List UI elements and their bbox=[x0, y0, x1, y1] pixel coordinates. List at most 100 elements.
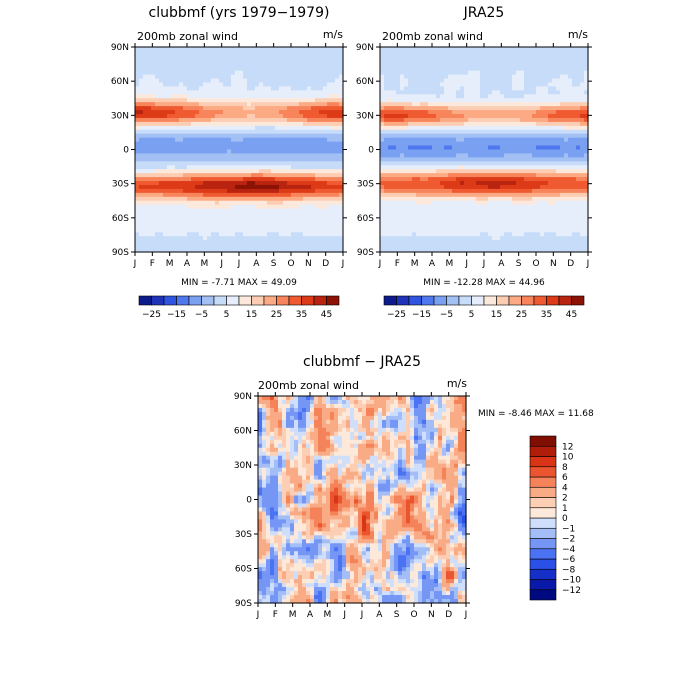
heatmap-cell bbox=[203, 236, 208, 241]
heatmap-cell bbox=[524, 110, 529, 115]
heatmap-cell bbox=[508, 114, 513, 119]
heatmap-cell bbox=[335, 125, 340, 131]
heatmap-cell bbox=[564, 66, 569, 72]
heatmap-cell bbox=[536, 181, 541, 186]
heatmap-cell bbox=[135, 129, 140, 135]
heatmap-cell bbox=[215, 90, 220, 95]
heatmap-cell bbox=[480, 110, 485, 115]
heatmap-cell bbox=[155, 102, 160, 107]
heatmap-cell bbox=[560, 169, 565, 174]
heatmap-cell bbox=[159, 208, 164, 214]
heatmap-cell bbox=[211, 181, 216, 186]
heatmap-cell bbox=[159, 125, 164, 131]
heatmap-cell bbox=[448, 173, 453, 178]
heatmap-cell bbox=[151, 216, 156, 222]
heatmap-cell bbox=[544, 58, 549, 64]
heatmap-cell bbox=[460, 169, 465, 174]
heatmap-cell bbox=[263, 47, 268, 52]
heatmap-cell bbox=[416, 66, 421, 72]
heatmap-cell bbox=[464, 157, 469, 162]
heatmap-cell bbox=[472, 165, 477, 170]
heatmap-cell bbox=[496, 114, 501, 119]
heatmap-cell bbox=[143, 50, 148, 56]
heatmap-cell bbox=[508, 121, 513, 127]
heatmap-cell bbox=[400, 212, 405, 218]
heatmap-cell bbox=[568, 181, 573, 186]
heatmap-cell bbox=[440, 110, 445, 115]
heatmap-cell bbox=[155, 224, 160, 229]
heatmap-cell bbox=[388, 94, 393, 99]
heatmap-cell bbox=[456, 133, 461, 139]
heatmap-cell bbox=[331, 90, 336, 95]
heatmap-cell bbox=[155, 184, 160, 190]
heatmap-cell bbox=[231, 145, 236, 151]
heatmap-cell bbox=[231, 244, 236, 249]
heatmap-cell bbox=[440, 165, 445, 170]
heatmap-cell bbox=[492, 129, 497, 135]
heatmap-cell bbox=[432, 58, 437, 64]
heatmap-cell bbox=[496, 98, 501, 103]
heatmap-cell bbox=[151, 102, 156, 107]
heatmap-cell bbox=[392, 54, 397, 60]
heatmap-cell bbox=[235, 157, 240, 162]
heatmap-cell bbox=[536, 78, 541, 84]
heatmap-cell bbox=[139, 86, 144, 91]
heatmap-cell bbox=[548, 204, 553, 210]
heatmap-cell bbox=[476, 106, 481, 111]
heatmap-cell bbox=[476, 94, 481, 99]
heatmap-cell bbox=[392, 161, 397, 166]
heatmap-cell bbox=[331, 149, 336, 155]
heatmap-cell bbox=[428, 129, 433, 135]
heatmap-cell bbox=[335, 192, 340, 198]
heatmap-cell bbox=[568, 58, 573, 64]
heatmap-cell bbox=[231, 184, 236, 190]
heatmap-cell bbox=[572, 181, 577, 186]
heatmap-cell bbox=[211, 117, 216, 123]
heatmap-cell bbox=[191, 161, 196, 166]
heatmap-cell bbox=[512, 62, 517, 68]
heatmap-cell bbox=[408, 66, 413, 72]
heatmap-cell bbox=[135, 125, 140, 131]
heatmap-cell bbox=[384, 141, 389, 147]
heatmap-cell bbox=[203, 78, 208, 84]
heatmap-cell bbox=[219, 248, 224, 253]
heatmap-cell bbox=[147, 58, 152, 64]
heatmap-cell bbox=[516, 177, 521, 182]
heatmap-cell bbox=[544, 94, 549, 99]
heatmap-cell bbox=[440, 188, 445, 194]
heatmap-cell bbox=[460, 62, 465, 68]
heatmap-cell bbox=[263, 110, 268, 115]
heatmap-cell bbox=[412, 157, 417, 162]
heatmap-cell bbox=[408, 94, 413, 99]
heatmap-cell bbox=[223, 78, 228, 84]
heatmap-cell bbox=[283, 133, 288, 139]
heatmap-cell bbox=[163, 153, 168, 158]
heatmap-cell bbox=[187, 204, 192, 210]
heatmap-cell bbox=[283, 173, 288, 178]
heatmap-cell bbox=[436, 125, 441, 131]
heatmap-cell bbox=[564, 200, 569, 206]
heatmap-cell bbox=[323, 47, 328, 52]
heatmap-cell bbox=[307, 192, 312, 198]
heatmap-cell bbox=[319, 117, 324, 123]
heatmap-cell bbox=[315, 121, 320, 127]
heatmap-cell bbox=[287, 181, 292, 186]
heatmap-cell bbox=[279, 47, 284, 52]
heatmap-cell bbox=[556, 129, 561, 135]
heatmap-cell bbox=[235, 200, 240, 206]
heatmap-cell bbox=[135, 173, 140, 178]
heatmap-cell bbox=[135, 117, 140, 123]
heatmap-cell bbox=[147, 177, 152, 182]
heatmap-cell bbox=[556, 70, 561, 76]
heatmap-cell bbox=[307, 157, 312, 162]
heatmap-cell bbox=[323, 228, 328, 233]
heatmap-cell bbox=[584, 192, 589, 198]
heatmap-cell bbox=[576, 47, 581, 52]
heatmap-cell bbox=[476, 78, 481, 84]
heatmap-cell bbox=[416, 117, 421, 123]
heatmap-cell bbox=[396, 110, 401, 115]
heatmap-cell bbox=[416, 181, 421, 186]
heatmap-cell bbox=[319, 62, 324, 68]
heatmap-cell bbox=[412, 208, 417, 214]
heatmap-cell bbox=[183, 86, 188, 91]
